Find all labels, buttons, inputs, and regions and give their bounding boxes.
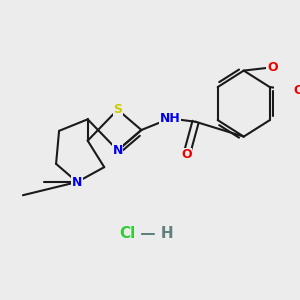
Text: O: O — [181, 148, 192, 161]
Text: NH: NH — [160, 112, 180, 125]
Text: O: O — [267, 61, 278, 74]
Text: — H: — H — [135, 226, 174, 241]
Text: N: N — [72, 176, 82, 188]
Text: N: N — [112, 144, 123, 157]
Text: Cl: Cl — [119, 226, 135, 241]
Text: O: O — [293, 84, 300, 97]
Text: S: S — [113, 103, 122, 116]
